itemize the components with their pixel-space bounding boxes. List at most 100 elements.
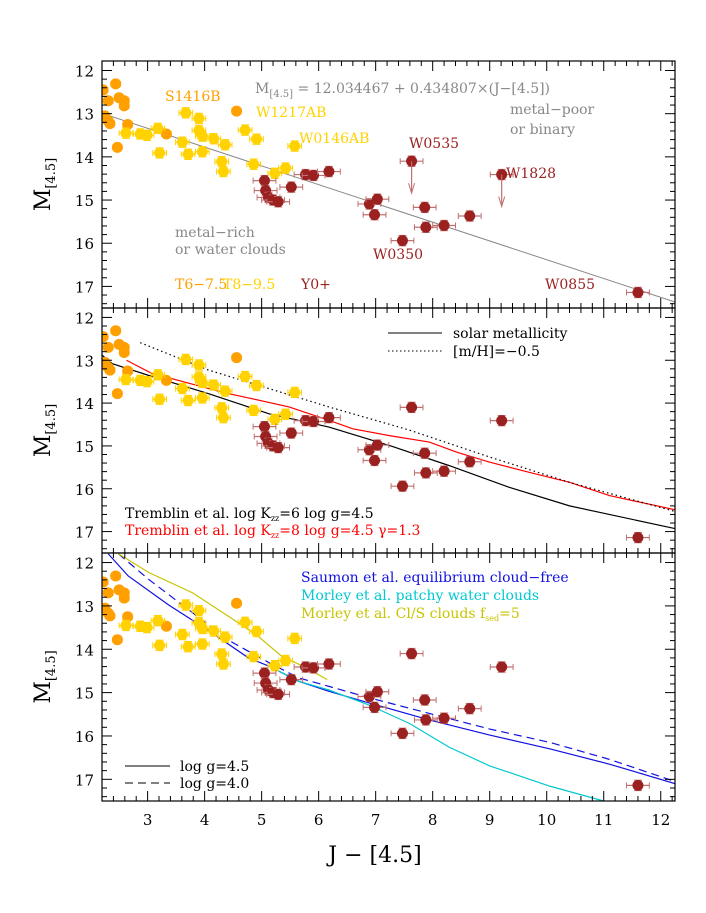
marker (464, 210, 476, 222)
data-point-T8-9.5 (191, 359, 207, 371)
marker (111, 141, 123, 153)
data-point-T6-7.5 (111, 634, 123, 646)
data-point-Y0+ (412, 201, 437, 214)
marker (182, 395, 194, 407)
data-point-T8-9.5 (195, 146, 210, 158)
x-tick-label: 12 (651, 811, 670, 829)
data-point-Y0+ (362, 209, 387, 221)
marker (632, 779, 644, 791)
marker (258, 421, 270, 433)
marker (180, 353, 192, 365)
marker (104, 364, 116, 376)
legend-tremblin-kzz8: Tremblin et al. log Kzz=8 log g=4.5 γ=1.… (125, 523, 420, 540)
data-point-Y0+ (412, 447, 437, 459)
data-point-T8-9.5 (206, 625, 222, 637)
data-point-Y0+ (365, 193, 390, 205)
marker (182, 641, 194, 653)
marker (193, 112, 205, 124)
y-tick-label: 14 (75, 149, 94, 167)
marker (251, 133, 263, 145)
marker (300, 169, 312, 181)
marker (363, 691, 375, 703)
data-point-T8-9.5 (150, 614, 166, 627)
data-point-Y0+ (413, 467, 438, 479)
data-point-Y0+ (301, 415, 326, 428)
data-point-Y0+ (413, 714, 438, 726)
data-point-Y0+ (362, 701, 387, 714)
x-tick-label: 3 (143, 811, 153, 829)
data-point-T8-9.5 (175, 382, 190, 395)
x-axis-label: J − [4.5] (326, 843, 421, 868)
data-point-T8-9.5 (195, 392, 210, 404)
marker (280, 162, 292, 174)
marker (102, 331, 109, 343)
data-point-T8-9.5 (278, 162, 293, 174)
data-point-Y0+ (362, 454, 387, 467)
marker (193, 605, 205, 617)
marker (251, 380, 263, 392)
marker (323, 658, 335, 670)
marker (217, 658, 229, 670)
data-point-T8-9.5 (195, 638, 210, 650)
marker (193, 359, 205, 371)
x-tick-label: 9 (485, 811, 495, 829)
data-point-Y0+ (317, 165, 341, 178)
marker (308, 662, 320, 674)
data-point-Y0+ (266, 688, 291, 701)
x-tick-label: 4 (200, 811, 210, 829)
data-point-T8-9.5 (237, 124, 253, 136)
data-point-T8-9.5 (175, 136, 190, 148)
data-point-Y0+ (279, 673, 304, 686)
marker (272, 196, 284, 208)
data-point-Y0+ (365, 686, 390, 698)
data-point-T8-9.5 (178, 353, 194, 366)
marker (438, 712, 450, 724)
marker (396, 480, 408, 492)
data-point-T6-7.5 (102, 341, 114, 353)
label-W0535: W0535 (409, 136, 459, 152)
marker (180, 599, 192, 611)
axes-frame (101, 552, 676, 802)
marker (632, 286, 644, 298)
marker (406, 401, 418, 413)
data-point-T8-9.5 (287, 632, 303, 645)
data-point-T6-7.5 (122, 118, 134, 130)
marker (176, 629, 188, 641)
marker (396, 235, 408, 247)
data-point-T6-7.5 (231, 352, 243, 364)
marker (122, 118, 134, 130)
marker (216, 156, 228, 168)
annotation-metal-poor: metal−poor (510, 102, 595, 118)
data-point-T8-9.5 (217, 631, 233, 643)
data-point-T8-9.5 (246, 404, 262, 417)
y-tick-label: 16 (75, 481, 94, 499)
marker (248, 404, 260, 416)
marker (122, 365, 134, 377)
data-point-Y0+ (432, 219, 456, 232)
data-point-T8-9.5 (178, 107, 194, 119)
marker (369, 209, 381, 221)
marker (269, 413, 281, 425)
data-point-Y0+ (457, 210, 482, 222)
data-point-T8-9.5 (180, 394, 196, 407)
y-tick-label: 13 (75, 598, 94, 616)
marker (196, 130, 208, 142)
x-tick-label: 10 (537, 811, 556, 829)
annotation-metal-rich: metal−rich (175, 225, 255, 241)
data-point-Y0+ (317, 412, 341, 424)
marker (102, 84, 109, 96)
marker (160, 620, 172, 632)
data-point-T6-7.5 (110, 78, 122, 90)
data-point-T8-9.5 (139, 621, 155, 634)
marker (110, 325, 122, 337)
marker (219, 631, 231, 643)
marker (289, 386, 301, 398)
data-point-T8-9.5 (214, 402, 230, 414)
marker (160, 128, 172, 140)
data-point-Y0+ (626, 286, 650, 299)
data-point-T8-9.5 (249, 133, 264, 145)
data-point-T8-9.5 (191, 604, 207, 617)
marker (118, 100, 130, 112)
data-point-T8-9.5 (267, 167, 283, 179)
plot-area (102, 325, 675, 544)
